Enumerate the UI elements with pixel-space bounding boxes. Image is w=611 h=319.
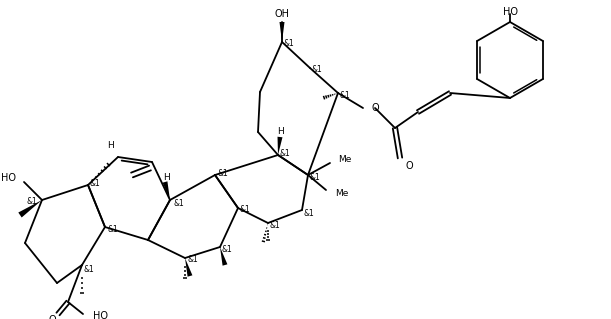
Text: &1: &1 [312,65,323,75]
Text: &1: &1 [284,40,295,48]
Polygon shape [18,200,42,218]
Text: O: O [371,103,379,113]
Text: &1: &1 [108,226,119,234]
Text: &1: &1 [310,173,321,182]
Text: &1: &1 [340,91,351,100]
Text: H: H [107,140,114,150]
Text: HO: HO [1,173,16,183]
Polygon shape [185,258,192,277]
Text: &1: &1 [217,168,228,177]
Text: &1: &1 [84,264,95,273]
Text: Me: Me [335,189,348,197]
Text: &1: &1 [187,256,198,264]
Text: &1: &1 [279,149,290,158]
Text: OH: OH [274,9,290,19]
Text: H: H [277,128,284,137]
Text: &1: &1 [303,209,314,218]
Text: &1: &1 [240,205,251,214]
Text: &1: &1 [90,179,101,188]
Text: &1: &1 [26,197,37,206]
Text: H: H [164,173,170,182]
Text: Me: Me [338,155,351,165]
Text: O: O [405,161,412,171]
Polygon shape [279,22,285,42]
Text: &1: &1 [173,199,184,209]
Text: &1: &1 [222,246,233,255]
Text: HO: HO [93,311,108,319]
Text: HO: HO [502,7,518,17]
Polygon shape [220,247,227,266]
Polygon shape [163,181,170,200]
Polygon shape [277,137,282,155]
Text: &1: &1 [270,220,280,229]
Text: O: O [48,315,56,319]
